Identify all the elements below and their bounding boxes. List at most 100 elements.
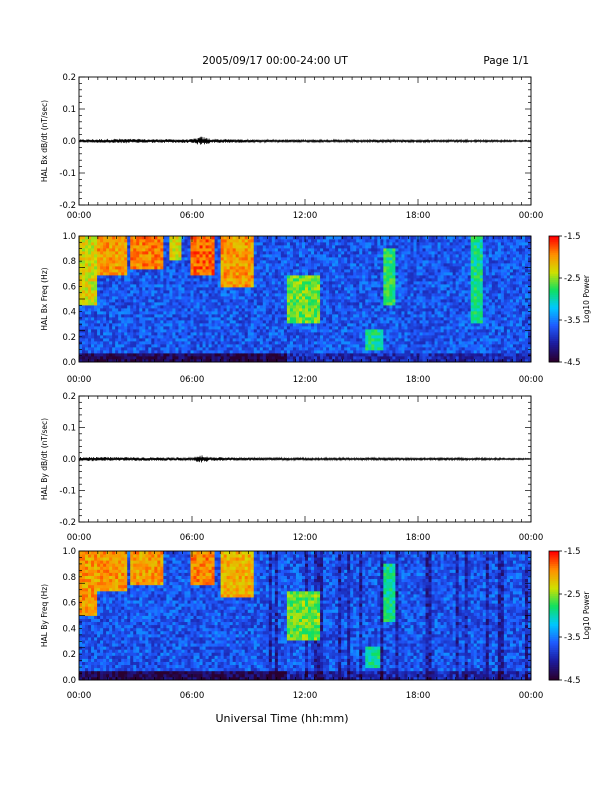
spectrogram-cell xyxy=(274,245,279,249)
spectrogram-cell xyxy=(368,254,372,258)
spectrogram-cell xyxy=(389,350,393,354)
spectrogram-cell xyxy=(386,248,390,252)
spectrogram-cell xyxy=(301,356,306,360)
spectrogram-cell xyxy=(208,248,212,252)
spectrogram-cell xyxy=(166,341,170,345)
spectrogram-cell xyxy=(223,296,228,300)
spectrogram-cell xyxy=(341,329,345,333)
spectrogram-cell xyxy=(356,338,360,342)
spectrogram-cell xyxy=(88,359,92,363)
spectrogram-cell xyxy=(350,317,354,321)
spectrogram-cell xyxy=(320,251,324,255)
spectrogram-cell xyxy=(154,341,158,345)
spectrogram-cell xyxy=(380,305,384,309)
spectrogram-cell xyxy=(295,257,300,261)
spectrogram-cell xyxy=(235,281,240,285)
spectrogram-cell xyxy=(289,332,294,336)
spectrogram-cell xyxy=(109,296,113,300)
spectrogram-cell xyxy=(232,341,237,345)
spectrogram-cell xyxy=(380,335,384,339)
spectrogram-cell xyxy=(353,290,357,294)
spectrogram-cell xyxy=(256,338,261,342)
spectrogram-cell xyxy=(202,242,206,246)
spectrogram-cell xyxy=(109,308,113,312)
spectrogram-cell xyxy=(106,290,110,294)
spectrogram-cell xyxy=(259,293,264,297)
spectrogram-cell xyxy=(154,260,158,264)
spectrogram-cell xyxy=(229,269,234,273)
spectrogram-cell xyxy=(353,323,357,327)
spectrogram-cell xyxy=(202,254,206,258)
spectrogram-cell xyxy=(127,353,131,357)
spectrogram-cell xyxy=(389,305,393,309)
spectrogram-cell xyxy=(163,266,167,270)
spectrogram-cell xyxy=(335,350,339,354)
spectrogram-cell xyxy=(317,254,321,258)
spectrogram-cell xyxy=(121,338,125,342)
spectrogram-cell xyxy=(187,293,191,297)
spectrogram-cell xyxy=(154,272,158,276)
spectrogram-cell xyxy=(88,284,92,288)
spectrogram-cell xyxy=(320,335,324,339)
spectrogram-cell xyxy=(94,281,98,285)
spectrogram-cell xyxy=(395,353,399,357)
spectrogram-cell xyxy=(413,326,417,330)
spectrogram-cell xyxy=(280,296,285,300)
spectrogram-cell xyxy=(109,281,113,285)
spectrogram-cell xyxy=(160,338,164,342)
spectrogram-cell xyxy=(160,275,164,279)
spectrogram-cell xyxy=(151,302,155,306)
spectrogram-cell xyxy=(172,323,176,327)
spectrogram-cell xyxy=(112,272,116,276)
spectrogram-cell xyxy=(223,278,228,282)
spectrogram-cell xyxy=(238,308,243,312)
spectrogram-cell xyxy=(238,296,243,300)
spectrogram-cell xyxy=(163,290,167,294)
spectrogram-cell xyxy=(374,254,378,258)
spectrogram-cell xyxy=(178,251,182,255)
spectrogram-cell xyxy=(124,305,128,309)
spectrogram-cell xyxy=(193,272,197,276)
spectrogram-cell xyxy=(368,323,372,327)
spectrogram-cell xyxy=(103,311,107,315)
spectrogram-cell xyxy=(295,254,300,258)
y-tick-label: 0.0 xyxy=(62,137,76,147)
spectrogram-cell xyxy=(395,311,399,315)
spectrogram-cell xyxy=(377,290,381,294)
spectrogram-cell xyxy=(181,269,185,273)
spectrogram-cell xyxy=(338,332,342,336)
spectrogram-cell xyxy=(314,293,318,297)
spectrogram-cell xyxy=(329,257,333,261)
spectrogram-cell xyxy=(344,353,348,357)
spectrogram-cell xyxy=(413,287,417,291)
spectrogram-cell xyxy=(130,281,134,285)
spectrogram-cell xyxy=(301,314,306,318)
spectrogram-cell xyxy=(154,257,158,261)
spectrogram-cell xyxy=(223,326,228,330)
spectrogram-cell xyxy=(317,344,321,348)
spectrogram-cell xyxy=(292,302,297,306)
spectrogram-cell xyxy=(247,245,252,249)
spectrogram-cell xyxy=(91,311,95,315)
spectrogram-cell xyxy=(395,320,399,324)
spectrogram-cell xyxy=(133,284,137,288)
spectrogram-cell xyxy=(368,296,372,300)
spectrogram-cell xyxy=(389,338,393,342)
spectrogram-cell xyxy=(320,278,324,282)
spectrogram-cell xyxy=(422,359,426,363)
spectrogram-cell xyxy=(341,242,345,246)
spectrogram-cell xyxy=(136,323,140,327)
spectrogram-cell xyxy=(268,332,273,336)
spectrogram-cell xyxy=(106,251,110,255)
spectrogram-cell xyxy=(314,266,318,270)
spectrogram-cell xyxy=(320,332,324,336)
spectrogram-cell xyxy=(244,272,249,276)
spectrogram-cell xyxy=(280,302,285,306)
spectrogram-cell xyxy=(133,359,137,363)
spectrogram-cell xyxy=(329,311,333,315)
spectrogram-cell xyxy=(229,254,234,258)
spectrogram-cell xyxy=(154,242,158,246)
spectrogram-cell xyxy=(142,257,146,261)
spectrogram-cell xyxy=(175,299,179,303)
spectrogram-cell xyxy=(395,284,399,288)
